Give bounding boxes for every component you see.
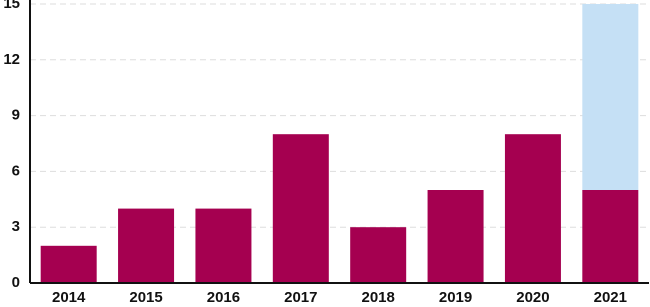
bar-segment bbox=[504, 134, 561, 283]
bar-segment bbox=[427, 190, 484, 283]
y-tick-label: 0 bbox=[12, 274, 20, 291]
bar-segment bbox=[195, 208, 252, 283]
x-tick-label: 2020 bbox=[516, 289, 549, 306]
y-tick-label: 6 bbox=[12, 162, 20, 179]
bar-segment bbox=[40, 245, 97, 283]
x-tick-label: 2016 bbox=[207, 289, 240, 306]
bar-segment bbox=[272, 134, 329, 283]
y-tick-label: 3 bbox=[12, 218, 20, 235]
bar-segment bbox=[582, 4, 639, 190]
y-tick-label: 15 bbox=[3, 0, 20, 12]
bar-segment bbox=[350, 227, 407, 283]
bar-segment bbox=[582, 190, 639, 283]
x-tick-label: 2018 bbox=[362, 289, 395, 306]
x-tick-label: 2021 bbox=[594, 289, 627, 306]
x-tick-label: 2015 bbox=[129, 289, 162, 306]
bar-segment bbox=[118, 208, 175, 283]
y-tick-label: 9 bbox=[12, 107, 20, 124]
x-tick-label: 2014 bbox=[52, 289, 86, 306]
x-tick-label: 2019 bbox=[439, 289, 472, 306]
y-tick-label: 12 bbox=[3, 51, 20, 68]
x-tick-label: 2017 bbox=[284, 289, 317, 306]
